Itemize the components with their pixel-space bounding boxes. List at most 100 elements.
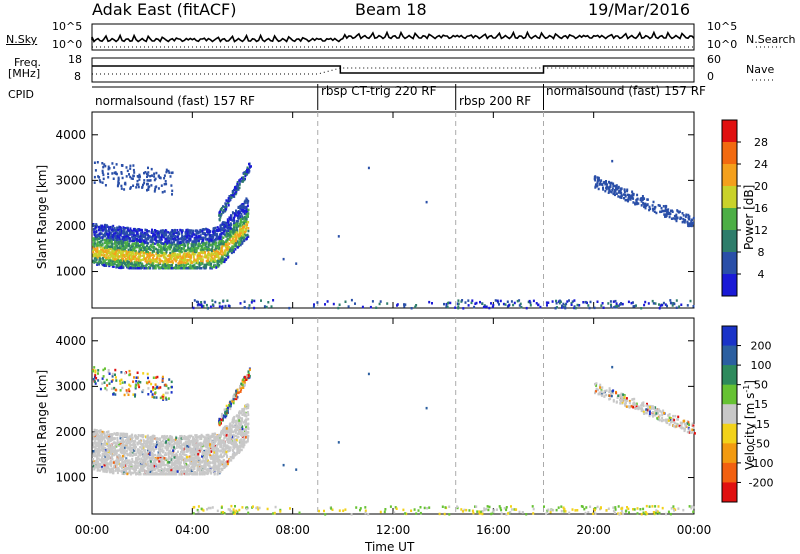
velocity-scatter-cell: [93, 460, 96, 463]
power-scatter-cell: [180, 267, 183, 270]
velocity-scatter-cell: [244, 434, 247, 437]
power-scatter-cell: [248, 170, 251, 173]
velocity-scatter-cell: [124, 464, 127, 467]
power-scatter-cell: [133, 237, 136, 240]
power-scatter-cell: [653, 206, 656, 209]
velocity-scatter-cell: [156, 442, 159, 445]
power-scatter-cell: [163, 263, 166, 266]
power-scatter-cell: [192, 250, 194, 253]
power-scatter-cell: [223, 241, 226, 244]
power-scatter-cell: [151, 235, 154, 238]
power-scatter-cell: [241, 206, 243, 209]
velocity-scatter-cell: [111, 454, 114, 458]
velocity-scatter-cell: [179, 473, 182, 476]
power-colorbar-tick-label: 28: [754, 136, 768, 149]
power-scatter-cell: [208, 260, 211, 264]
power-scatter-cell: [675, 213, 678, 217]
power-scatter-cell: [200, 237, 203, 241]
velocity-scatter-cell: [105, 451, 108, 454]
power-scatter-cell: [101, 171, 104, 174]
power-scatter-cell: [135, 186, 138, 189]
power-scatter-cell: [512, 303, 515, 307]
velocity-scatter-cell: [152, 454, 155, 457]
power-scatter-cell: [175, 244, 178, 247]
power-scatter-cell: [156, 248, 159, 252]
power-scatter-cell: [267, 301, 270, 304]
power-scatter-cell: [223, 244, 225, 247]
power-scatter-cell: [562, 305, 565, 308]
power-scatter-cell: [245, 171, 248, 175]
power-scatter-cell: [192, 260, 195, 264]
power-scatter-cell: [123, 253, 126, 257]
power-scatter-cell: [685, 213, 688, 216]
power-scatter-cell: [428, 300, 431, 304]
power-scatter-cell: [215, 251, 218, 254]
power-scatter-cell: [337, 235, 340, 238]
power-scatter-cell: [202, 236, 205, 239]
power-scatter-cell: [189, 230, 192, 234]
power-scatter-cell: [131, 177, 134, 180]
power-scatter-cell: [200, 257, 203, 261]
velocity-scatter-cell: [207, 440, 210, 444]
power-scatter-cell: [193, 267, 196, 270]
power-scatter-cell: [101, 238, 104, 242]
freq-panel: [91, 57, 695, 83]
power-scatter-cell: [160, 254, 162, 258]
power-scatter-cell: [198, 267, 201, 270]
power-scatter-cell: [199, 228, 202, 232]
power-scatter-cell: [177, 237, 180, 241]
power-scatter-cell: [106, 245, 109, 248]
power-scatter-cell: [244, 228, 247, 232]
power-scatter-cell: [115, 266, 118, 269]
power-scatter-cell: [573, 299, 576, 302]
power-scatter-cell: [198, 265, 201, 268]
power-scatter-cell: [193, 250, 196, 253]
power-scatter-cell: [229, 222, 232, 225]
power-colorbar-tick-label: 24: [754, 158, 768, 171]
power-scatter-cell: [146, 182, 149, 186]
power-scatter-cell: [102, 235, 105, 238]
power-scatter-cell: [105, 263, 108, 266]
power-scatter-cell: [98, 179, 101, 182]
power-scatter-cell: [239, 204, 242, 208]
power-scatter-cell: [165, 243, 168, 246]
power-scatter-cell: [282, 257, 285, 261]
power-scatter-cell: [235, 231, 238, 234]
power-scatter-cell: [181, 231, 184, 234]
power-scatter-cell: [238, 211, 241, 215]
power-scatter-cell: [222, 242, 225, 246]
power-scatter-cell: [160, 250, 163, 254]
power-scatter-cell: [108, 248, 111, 251]
power-scatter-cell: [180, 261, 183, 264]
power-scatter-cell: [140, 243, 143, 246]
power-scatter-cell: [513, 301, 516, 305]
velocity-scatter-cell: [157, 451, 160, 454]
power-scatter-cell: [126, 230, 129, 233]
power-scatter-cell: [652, 209, 655, 212]
power-scatter-cell: [205, 247, 207, 251]
power-scatter-cell: [170, 257, 173, 261]
power-scatter-cell: [199, 303, 202, 307]
power-scatter-cell: [122, 250, 125, 253]
power-scatter-cell: [233, 187, 236, 190]
power-scatter-cell: [504, 303, 507, 306]
power-scatter-cell: [175, 254, 178, 257]
power-scatter-cell: [247, 229, 250, 233]
power-scatter-cell: [182, 237, 185, 241]
velocity-scatter-cell: [150, 469, 153, 473]
power-scatter-cell: [150, 230, 153, 234]
power-scatter-cell: [213, 265, 215, 269]
power-scatter-cell: [132, 168, 135, 172]
power-scatter-cell: [157, 263, 160, 267]
power-scatter-cell: [213, 257, 216, 261]
power-scatter-cell: [97, 225, 100, 229]
velocity-scatter-cell: [136, 460, 139, 463]
power-scatter-cell: [620, 192, 623, 195]
velocity-scatter-cell: [171, 453, 174, 457]
power-scatter-cell: [215, 247, 218, 251]
power-scatter-cell: [168, 239, 171, 243]
velocity-scatter-cell: [173, 446, 175, 449]
power-scatter-cell: [113, 262, 116, 265]
power-scatter-cell: [136, 229, 139, 233]
power-scatter-cell: [157, 240, 159, 244]
